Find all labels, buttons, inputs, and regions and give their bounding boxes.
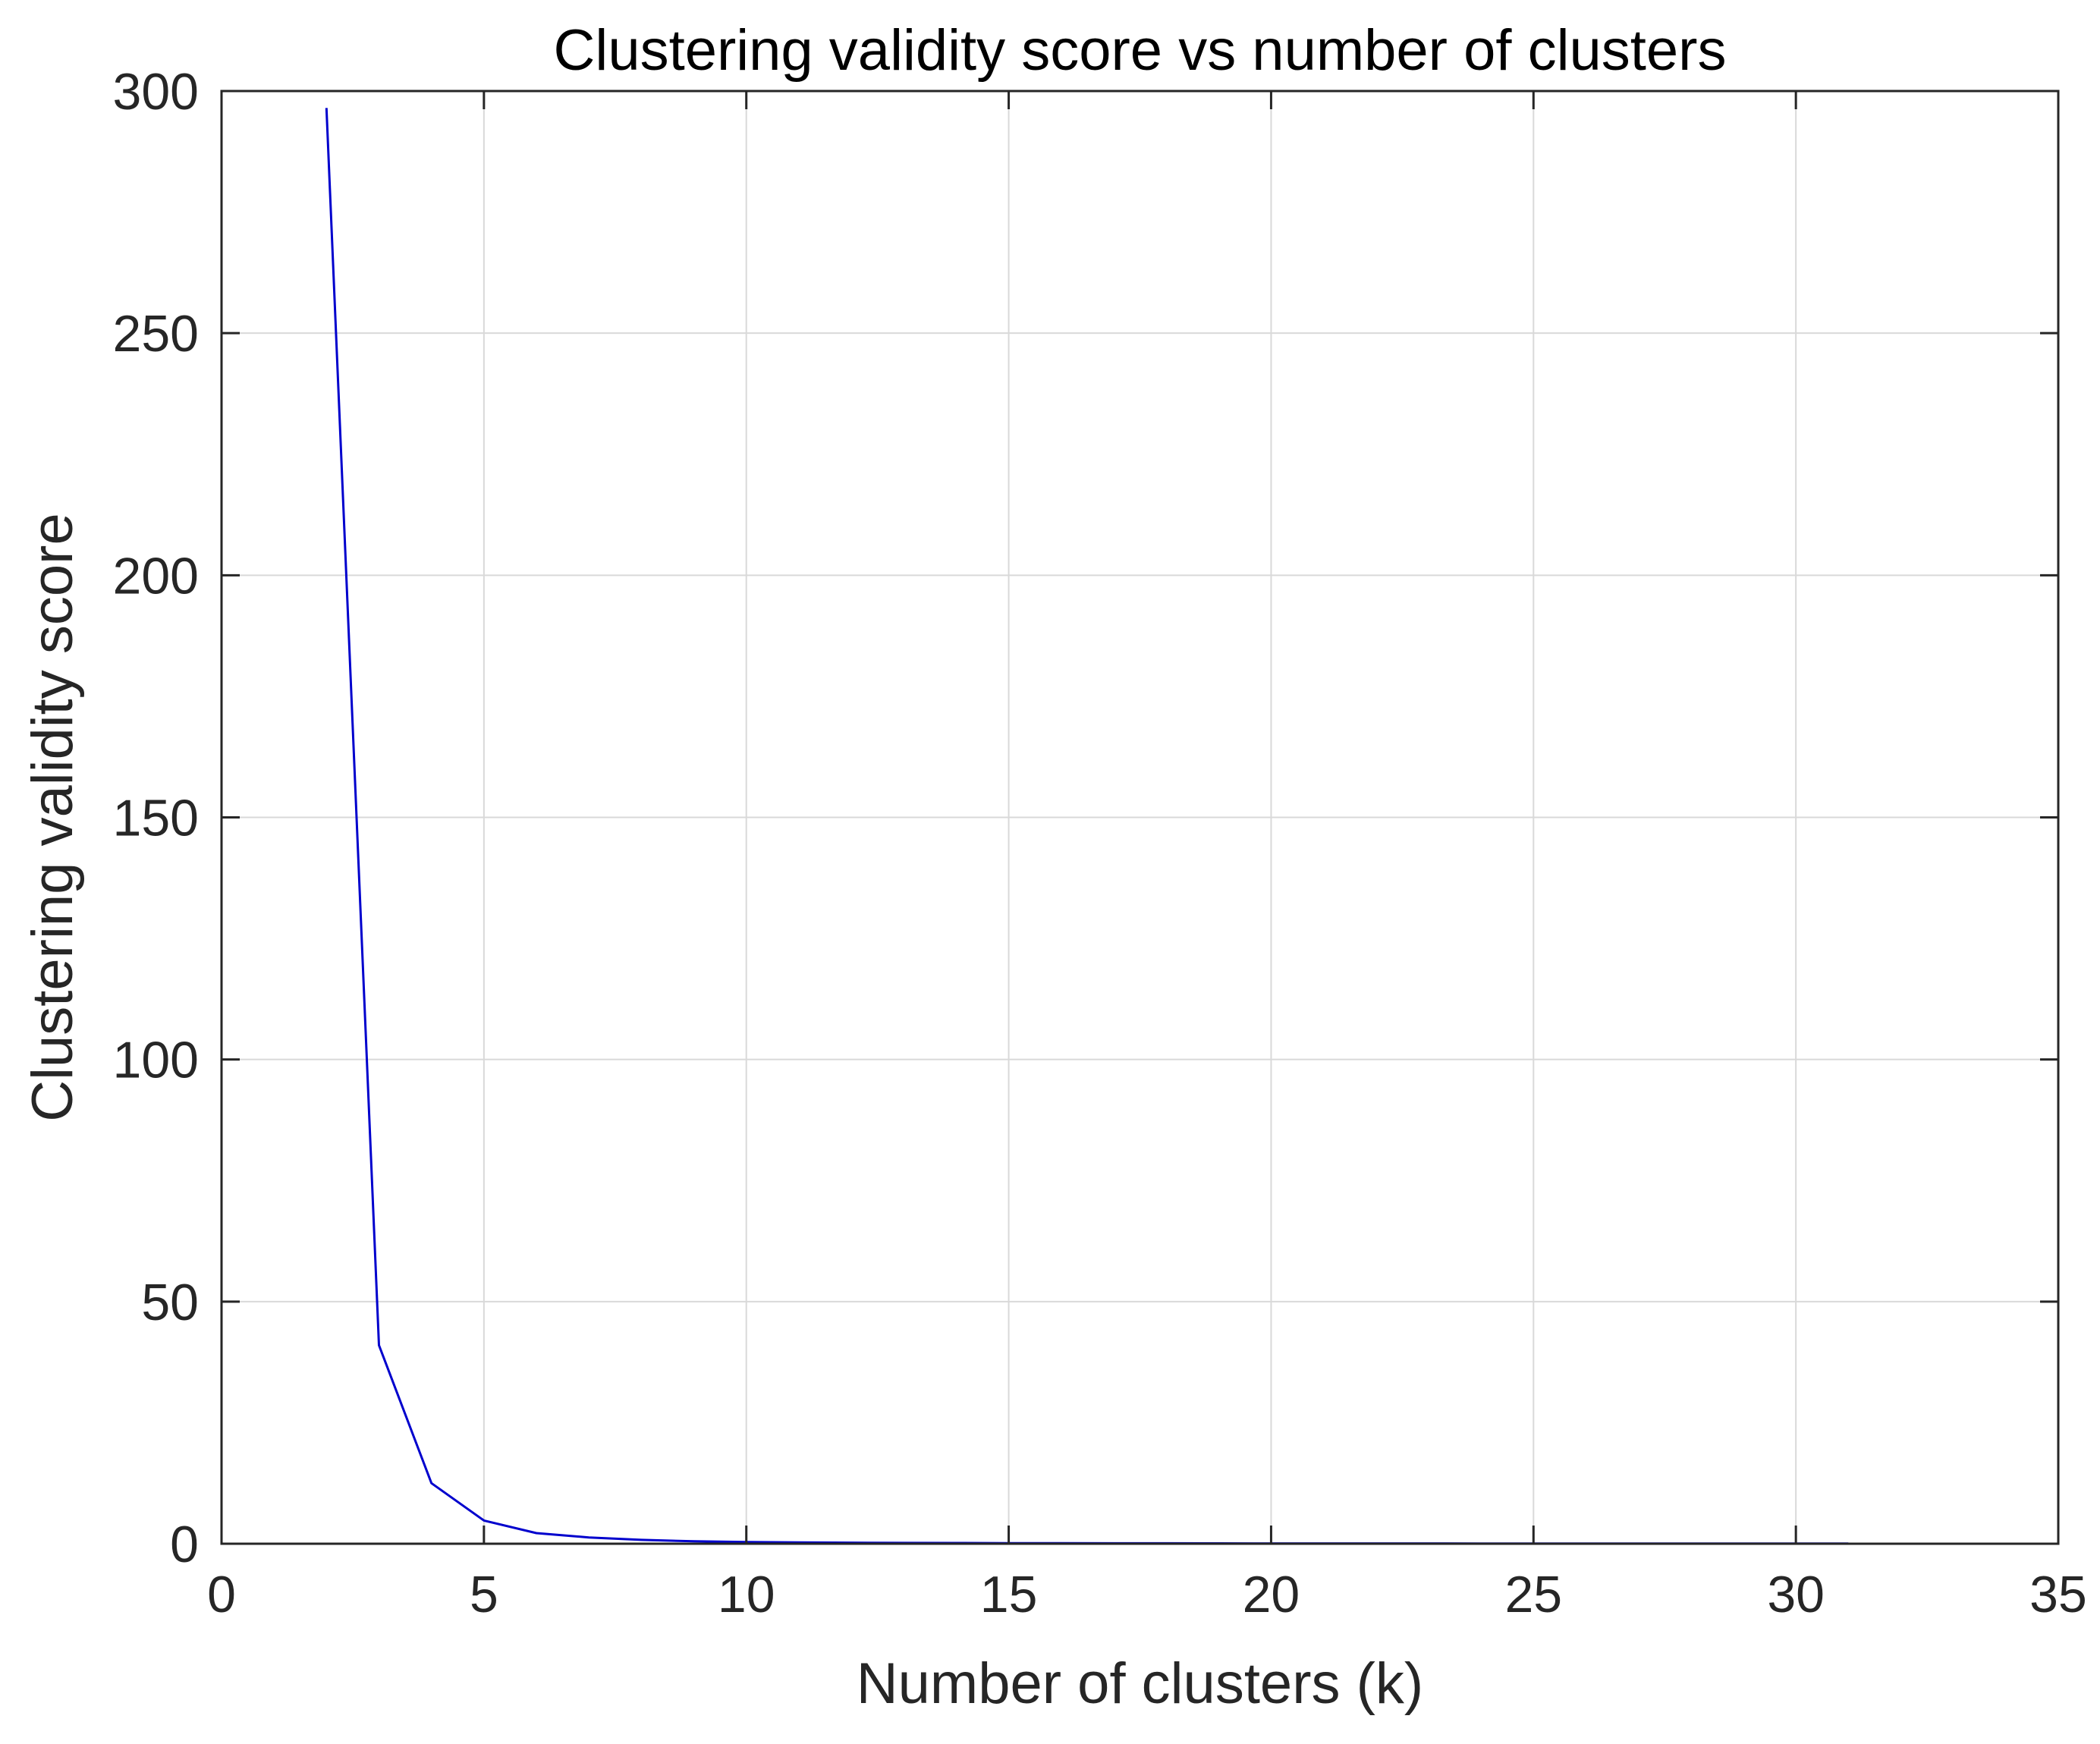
tick-marks bbox=[220, 90, 2060, 1545]
y-tick-label: 50 bbox=[141, 1274, 199, 1331]
chart-title: Clustering validity score vs number of c… bbox=[554, 18, 1727, 83]
grid-lines bbox=[222, 91, 2058, 1544]
x-tick-label: 30 bbox=[1767, 1566, 1825, 1623]
y-tick-labels: 0 50 100 150 200 250 300 bbox=[113, 63, 199, 1573]
x-axis-title: Number of clusters (k) bbox=[857, 1651, 1424, 1716]
x-tick-label: 10 bbox=[718, 1566, 775, 1623]
y-tick-label: 300 bbox=[113, 63, 199, 121]
y-tick-label: 250 bbox=[113, 305, 199, 363]
y-tick-label: 100 bbox=[113, 1032, 199, 1089]
y-tick-label: 200 bbox=[113, 547, 199, 605]
y-axis-title: Clustering validity score bbox=[20, 513, 85, 1122]
x-tick-label: 25 bbox=[1504, 1566, 1562, 1623]
y-tick-label: 150 bbox=[113, 790, 199, 847]
x-tick-label: 5 bbox=[470, 1566, 498, 1623]
x-tick-label: 35 bbox=[2029, 1566, 2087, 1623]
y-tick-label: 0 bbox=[170, 1516, 199, 1573]
x-tick-label: 20 bbox=[1243, 1566, 1300, 1623]
x-tick-label: 0 bbox=[207, 1566, 236, 1623]
x-tick-labels: 0 5 10 15 20 25 30 35 bbox=[207, 1566, 2087, 1623]
x-tick-label: 15 bbox=[980, 1566, 1038, 1623]
